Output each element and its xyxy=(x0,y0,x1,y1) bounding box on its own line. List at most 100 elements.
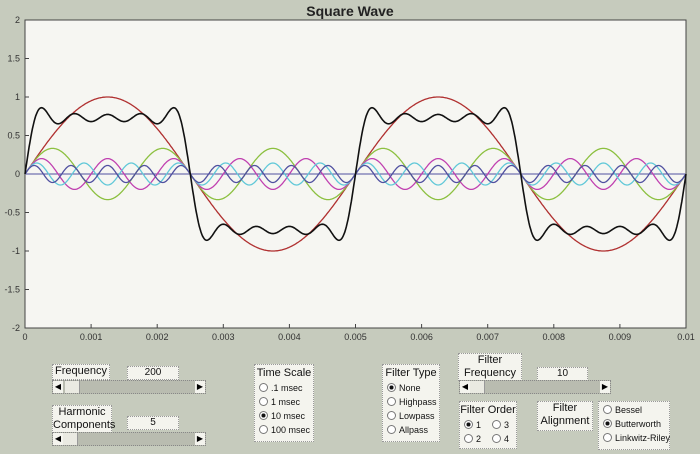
radio-unchecked-icon[interactable] xyxy=(603,433,612,442)
radio-option[interactable]: None xyxy=(383,381,439,395)
radio-option[interactable]: Highpass xyxy=(383,395,439,409)
label-line: Harmonic xyxy=(58,406,106,418)
label-line: Components xyxy=(53,419,116,431)
y-tick-label: 2 xyxy=(15,15,20,25)
radio-unchecked-icon[interactable] xyxy=(603,405,612,414)
radio-label: Lowpass xyxy=(399,411,435,421)
label-line: Filter xyxy=(552,402,578,414)
chart-title: Square Wave xyxy=(306,3,394,19)
frequency-label: Frequency xyxy=(52,364,110,380)
radio-unchecked-icon[interactable] xyxy=(387,397,396,406)
radio-unchecked-icon[interactable] xyxy=(259,397,268,406)
radio-option[interactable]: 1 msec xyxy=(255,395,313,409)
slider-thumb[interactable] xyxy=(470,381,485,393)
radio-checked-icon[interactable] xyxy=(464,420,473,429)
y-tick-label: -1 xyxy=(12,246,20,256)
y-tick-label: 1.5 xyxy=(7,54,20,64)
radio-checked-icon[interactable] xyxy=(603,419,612,428)
radio-option[interactable]: 3 xyxy=(488,418,516,432)
y-tick-label: 1 xyxy=(15,92,20,102)
frequency-slider[interactable]: ◀ ▶ xyxy=(52,380,206,394)
radio-unchecked-icon[interactable] xyxy=(464,434,473,443)
harmonic-components-value[interactable]: 5 xyxy=(127,416,179,430)
x-tick-label: 0.002 xyxy=(146,332,169,342)
time-scale-group: Time Scale .1 msec 1 msec 10 msec 100 msec xyxy=(254,364,314,442)
square-wave-chart: 21.510.50-0.5-1-1.5-20 0.001 0.002 0.003 0.0… xyxy=(4,15,695,342)
radio-label: Butterworth xyxy=(615,419,662,429)
radio-unchecked-icon[interactable] xyxy=(259,425,268,434)
x-tick-label: 0.001 xyxy=(80,332,103,342)
radio-option[interactable]: Linkwitz-Riley xyxy=(599,431,671,445)
x-tick-label: 0.008 xyxy=(543,332,566,342)
radio-label: Allpass xyxy=(399,425,429,435)
radio-option[interactable]: 1 xyxy=(460,418,488,432)
harmonic-components-slider[interactable]: ◀ ▶ xyxy=(52,432,206,446)
x-tick-label: 0 xyxy=(22,332,27,342)
square-wave-sum-line xyxy=(24,106,687,242)
y-tick-label: -0.5 xyxy=(4,208,20,218)
filter-alignment-label: Filter Alignment xyxy=(537,401,593,431)
filter-frequency-value[interactable]: 10 xyxy=(537,367,588,381)
radio-label: Linkwitz-Riley xyxy=(615,433,671,443)
radio-option[interactable]: Lowpass xyxy=(383,409,439,423)
radio-unchecked-icon[interactable] xyxy=(387,411,396,420)
scroll-left-icon[interactable]: ◀ xyxy=(53,433,63,445)
filter-alignment-group: Bessel Butterworth Linkwitz-Riley xyxy=(598,401,670,450)
x-tick-label: 0.003 xyxy=(212,332,235,342)
scroll-left-icon[interactable]: ◀ xyxy=(460,381,470,393)
frequency-value[interactable]: 200 xyxy=(127,366,179,380)
filter-frequency-label: Filter Frequency xyxy=(458,353,522,381)
radio-option[interactable]: Butterworth xyxy=(599,417,669,431)
filter-type-label: Filter Type xyxy=(385,367,437,379)
filter-order-group: Filter Order 1 3 2 4 xyxy=(459,401,517,449)
x-tick-label: 0.01 xyxy=(677,332,695,342)
radio-unchecked-icon[interactable] xyxy=(492,420,501,429)
radio-option[interactable]: Allpass xyxy=(383,423,439,437)
x-tick-label: 0.007 xyxy=(476,332,499,342)
radio-unchecked-icon[interactable] xyxy=(387,425,396,434)
radio-label: .1 msec xyxy=(271,383,303,393)
slider-thumb[interactable] xyxy=(65,381,80,393)
scroll-left-icon[interactable]: ◀ xyxy=(53,381,63,393)
radio-checked-icon[interactable] xyxy=(259,411,268,420)
radio-option[interactable]: 100 msec xyxy=(255,423,313,437)
y-tick-label: -2 xyxy=(12,323,20,333)
radio-label: Highpass xyxy=(399,397,437,407)
radio-unchecked-icon[interactable] xyxy=(492,434,501,443)
radio-unchecked-icon[interactable] xyxy=(259,383,268,392)
radio-label: 1 msec xyxy=(271,397,301,407)
filter-type-group: Filter Type None Highpass Lowpass Allpass xyxy=(382,364,440,442)
radio-label: 2 xyxy=(476,434,482,444)
scroll-right-icon[interactable]: ▶ xyxy=(600,381,610,393)
radio-label: 10 msec xyxy=(271,411,306,421)
label-line: Frequency xyxy=(464,367,516,379)
radio-option[interactable]: 4 xyxy=(488,432,516,446)
radio-label: None xyxy=(399,383,421,393)
radio-option[interactable]: 2 xyxy=(460,432,488,446)
scroll-right-icon[interactable]: ▶ xyxy=(195,381,205,393)
y-tick-label: 0 xyxy=(15,169,20,179)
filter-order-label: Filter Order xyxy=(460,404,516,416)
x-tick-label: 0.005 xyxy=(344,332,367,342)
radio-checked-icon[interactable] xyxy=(387,383,396,392)
radio-label: Bessel xyxy=(615,405,643,415)
x-tick-label: 0.004 xyxy=(278,332,301,342)
slider-thumb[interactable] xyxy=(63,433,78,445)
radio-option[interactable]: .1 msec xyxy=(255,381,313,395)
y-tick-label: 0.5 xyxy=(7,131,20,141)
y-tick-label: -1.5 xyxy=(4,285,20,295)
label-line: Filter xyxy=(477,354,503,366)
time-scale-label: Time Scale xyxy=(256,367,312,379)
filter-frequency-slider[interactable]: ◀ ▶ xyxy=(459,380,611,394)
scroll-right-icon[interactable]: ▶ xyxy=(195,433,205,445)
x-tick-label: 0.009 xyxy=(609,332,632,342)
radio-label: 1 xyxy=(476,420,482,430)
radio-option[interactable]: Bessel xyxy=(599,403,669,417)
radio-label: 100 msec xyxy=(271,425,311,435)
radio-option[interactable]: 10 msec xyxy=(255,409,313,423)
label-line: Alignment xyxy=(540,415,590,427)
x-tick-label: 0.006 xyxy=(410,332,433,342)
radio-label: 3 xyxy=(504,420,510,430)
harmonic-components-label: Harmonic Components xyxy=(52,405,116,433)
radio-label: 4 xyxy=(504,434,510,444)
